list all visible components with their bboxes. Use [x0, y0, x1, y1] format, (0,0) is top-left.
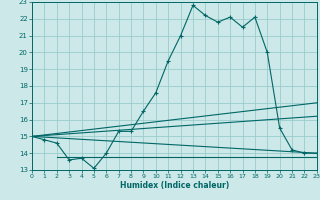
X-axis label: Humidex (Indice chaleur): Humidex (Indice chaleur): [120, 181, 229, 190]
